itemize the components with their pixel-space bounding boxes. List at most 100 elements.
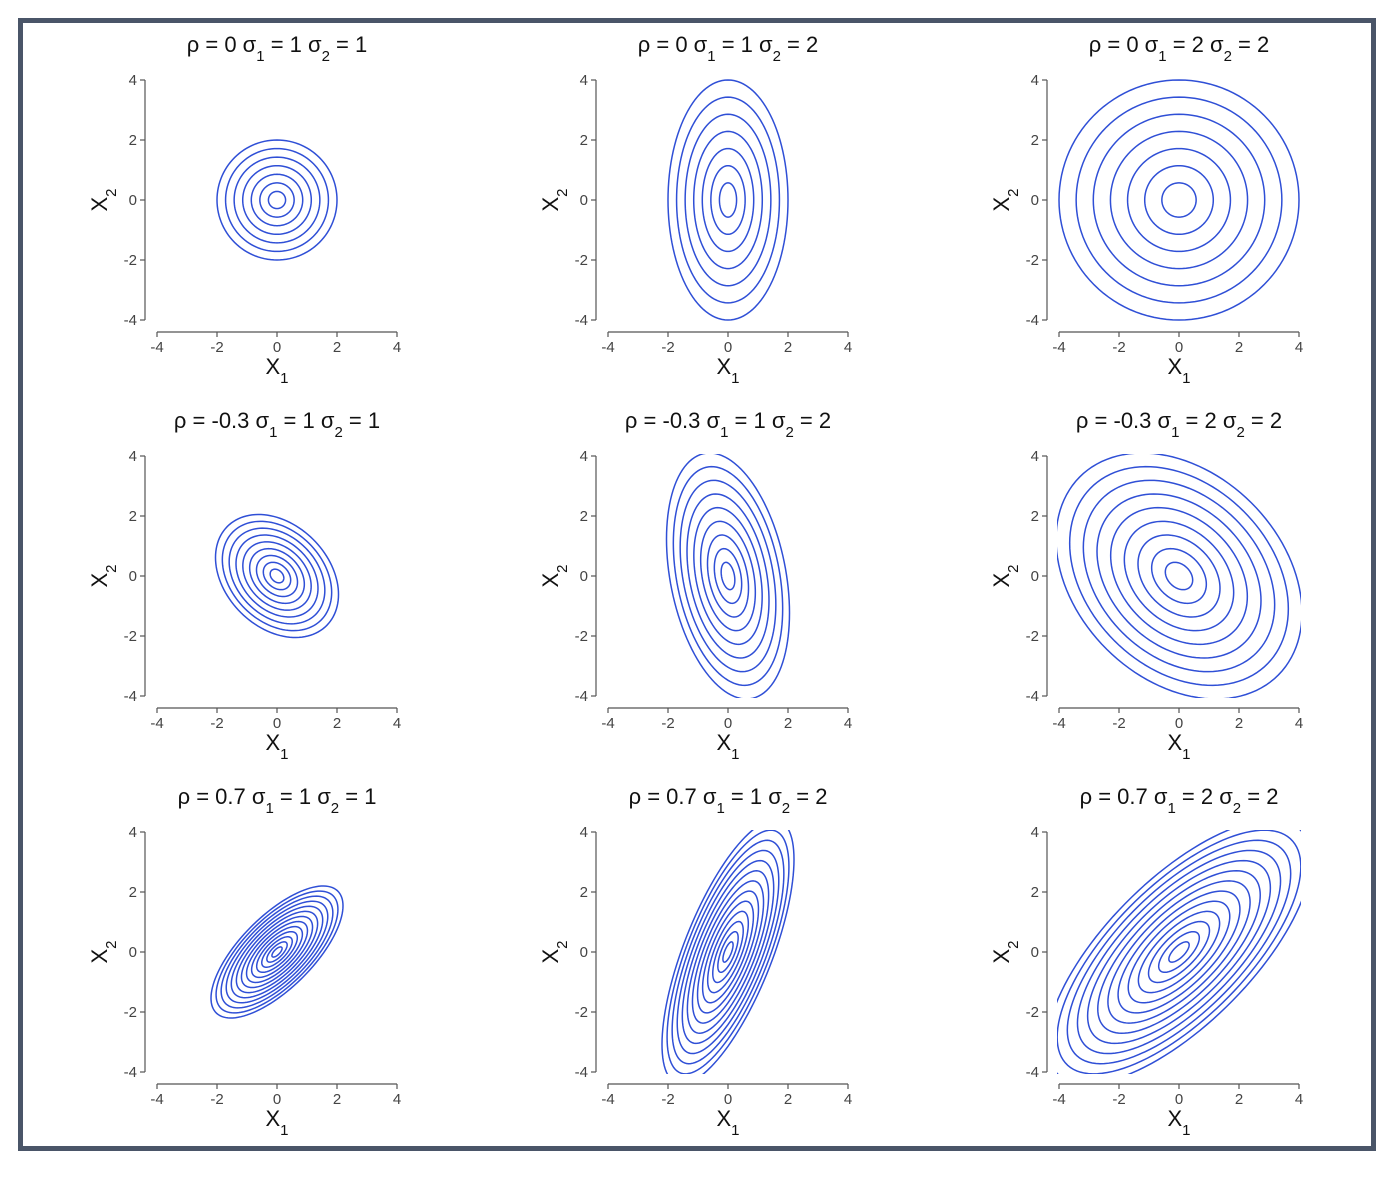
y-tick-label: 4: [1031, 72, 1039, 89]
x-tick-label: -2: [661, 1091, 674, 1108]
panel-6: ρ = -0.3 σ1 = 2 σ2 = 2 -4 -2 0 2 4 -4 -2 0 2 4 X1 X2: [989, 408, 1303, 763]
y-tick-label: 4: [129, 448, 137, 465]
x-tick-label: 0: [724, 339, 732, 356]
contour-level-8: [235, 910, 319, 994]
x-tick-label: 0: [724, 1091, 732, 1108]
contour-level-2: [1157, 930, 1201, 974]
y-tick-label: 4: [129, 824, 137, 841]
x-tick-label: -4: [150, 715, 163, 732]
y-tick-label: -2: [575, 628, 588, 645]
panel-title: ρ = 0 σ1 = 1 σ2 = 2: [638, 32, 819, 65]
y-tick-label: 0: [1031, 568, 1039, 585]
y-tick-label: 2: [580, 884, 588, 901]
y-axis-label: X2: [989, 940, 1022, 963]
contour-level-1: [718, 182, 738, 218]
contour-level-7: [691, 880, 765, 1024]
contour-level-4: [255, 930, 299, 974]
y-tick-label: 0: [1031, 944, 1039, 961]
contour-level-6: [696, 890, 760, 1014]
panel-title: ρ = 0 σ1 = 1 σ2 = 1: [187, 32, 368, 65]
contour-level-3: [701, 147, 755, 253]
contour-level-6: [1096, 493, 1262, 659]
contour-level-12: [666, 830, 790, 1074]
panel-2: ρ = 0 σ1 = 1 σ2 = 2 -4 -2 0 2 4 -4 -2 0 2 4 X1 X2: [538, 32, 852, 387]
contour-level-1: [720, 561, 736, 591]
contour-level-3: [250, 173, 304, 227]
contour-level-9: [1086, 859, 1272, 1045]
contour-level-5: [701, 900, 755, 1004]
contour-level-1: [722, 941, 734, 963]
x-tick-label: 0: [1175, 1091, 1183, 1108]
contour-level-13: [210, 885, 344, 1019]
y-tick-label: 0: [1031, 192, 1039, 209]
y-tick-label: 0: [580, 568, 588, 585]
contour-level-2: [1143, 164, 1215, 236]
contour-level-4: [692, 130, 764, 270]
contour-lines: [1057, 830, 1301, 1074]
y-tick-label: -4: [124, 312, 137, 329]
contour-level-2: [1150, 547, 1208, 605]
contour-level-3: [712, 920, 744, 984]
panel-title: ρ = 0.7 σ1 = 2 σ2 = 2: [1080, 784, 1279, 817]
y-tick-label: -4: [1026, 688, 1039, 705]
x-tick-label: 4: [844, 1091, 852, 1108]
x-tick-label: 4: [393, 1091, 401, 1108]
contour-level-5: [1109, 506, 1249, 646]
contour-level-3: [1147, 920, 1211, 984]
contour-level-6: [235, 534, 319, 618]
x-tick-label: 2: [333, 1091, 341, 1108]
y-tick-label: -4: [1026, 1064, 1039, 1081]
contour-level-1: [1161, 182, 1197, 218]
contour-level-3: [255, 554, 299, 598]
y-axis-label: X2: [87, 564, 120, 587]
x-tick-label: 2: [333, 715, 341, 732]
panel-title: ρ = -0.3 σ1 = 1 σ2 = 2: [625, 408, 831, 441]
contour-level-1: [1164, 561, 1194, 591]
panel-5: ρ = -0.3 σ1 = 1 σ2 = 2 -4 -2 0 2 4 -4 -2 0 2 4 X1 X2: [538, 408, 852, 763]
contour-level-7: [1058, 79, 1300, 321]
contour-level-9: [230, 905, 324, 999]
contour-lines: [210, 885, 344, 1019]
x-tick-label: 2: [1235, 1091, 1243, 1108]
y-tick-label: 4: [1031, 448, 1039, 465]
contour-level-6: [1117, 890, 1241, 1014]
contour-level-4: [706, 910, 750, 994]
contour-level-11: [1066, 839, 1292, 1065]
y-tick-label: -2: [1026, 628, 1039, 645]
y-tick-label: 4: [580, 448, 588, 465]
x-tick-label: 0: [724, 715, 732, 732]
y-axis-label: X2: [989, 564, 1022, 587]
contour-level-9: [1057, 454, 1301, 698]
contour-lines: [216, 139, 338, 261]
y-tick-label: 2: [1031, 132, 1039, 149]
y-tick-label: -4: [124, 688, 137, 705]
x-tick-label: 4: [844, 339, 852, 356]
x-tick-label: 4: [1295, 715, 1303, 732]
y-tick-label: 4: [580, 824, 588, 841]
contour-level-2: [259, 182, 295, 218]
x-tick-label: -2: [661, 339, 674, 356]
contour-level-2: [262, 561, 292, 591]
x-tick-label: -2: [1112, 1091, 1125, 1108]
x-axis-label: X1: [1167, 1106, 1190, 1139]
x-tick-label: -4: [1052, 339, 1065, 356]
contour-level-2: [710, 164, 746, 236]
x-tick-label: -2: [210, 1091, 223, 1108]
contour-lines: [1058, 79, 1300, 321]
contour-level-12: [215, 890, 339, 1014]
contour-level-3: [1137, 534, 1221, 618]
contour-lines: [661, 830, 795, 1074]
x-tick-label: 4: [1295, 339, 1303, 356]
x-tick-label: 2: [1235, 339, 1243, 356]
x-tick-label: -2: [661, 715, 674, 732]
contour-level-2: [266, 941, 288, 963]
contour-level-9: [681, 859, 775, 1045]
x-tick-label: 2: [784, 715, 792, 732]
contour-level-5: [693, 506, 763, 646]
y-tick-label: -2: [575, 252, 588, 269]
contour-level-1: [271, 946, 283, 958]
y-tick-label: 2: [129, 132, 137, 149]
x-tick-label: 0: [273, 339, 281, 356]
contour-level-4: [1109, 130, 1249, 270]
y-tick-label: -4: [575, 688, 588, 705]
